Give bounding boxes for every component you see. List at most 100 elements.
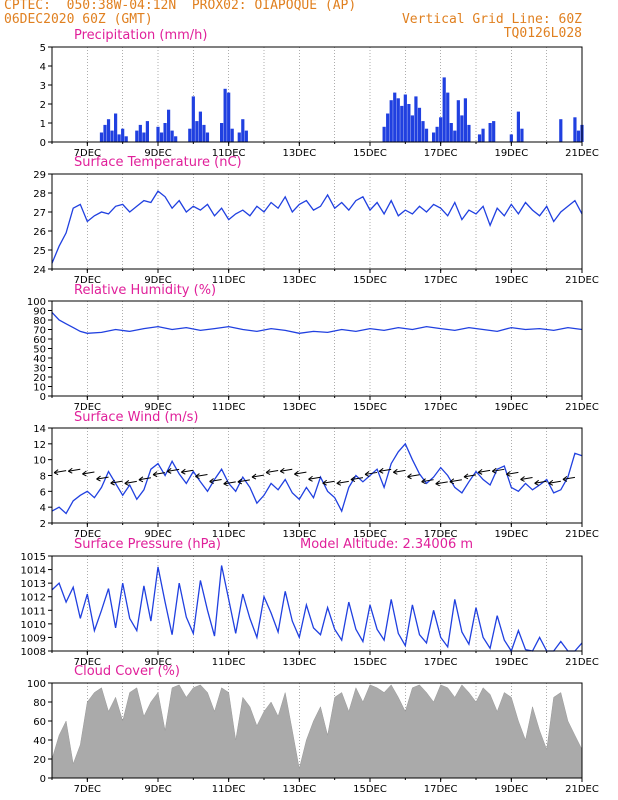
wind-arrow xyxy=(308,476,321,480)
wind-arrow xyxy=(223,481,236,485)
precip-bar xyxy=(520,128,524,142)
pres-xtick-label: 9DEC xyxy=(144,657,171,668)
precip-bar xyxy=(400,105,404,142)
rh-ytick-label: 70 xyxy=(33,326,46,337)
wind-arrow-head xyxy=(463,473,469,480)
wind-arrow xyxy=(350,477,364,481)
wind-arrow xyxy=(280,468,293,472)
header-date: 06DEC2020 60Z (GMT) xyxy=(4,12,153,27)
precip-bar xyxy=(449,123,453,142)
wind-arrow xyxy=(548,480,561,484)
wind-xtick-label: 13DEC xyxy=(282,529,316,540)
wind-arrow-head xyxy=(322,479,327,486)
temp-ytick-label: 28 xyxy=(33,189,46,200)
pres-altitude-note: Model Altitude: 2.34006 m xyxy=(300,537,474,552)
temp-panel: 24 25 26 27 28 29 7DEC 9DEC 11DEC 13DEC 15DEC 17DEC… xyxy=(33,170,599,286)
rh-ytick-label: 0 xyxy=(40,392,46,403)
precip-bar xyxy=(421,121,425,142)
wind-arrow xyxy=(195,474,208,478)
precip-xtick-label: 7DEC xyxy=(74,148,101,159)
wind-arrow-head xyxy=(350,476,356,483)
wind-arrow xyxy=(138,477,152,481)
rh-xtick-label: 15DEC xyxy=(353,402,387,413)
temp-xtick-label: 17DEC xyxy=(424,275,458,286)
wind-arrow xyxy=(54,470,67,474)
precip-bar xyxy=(492,121,496,142)
precip-bar xyxy=(460,115,464,142)
precip-bar xyxy=(432,132,436,142)
wind-arrow xyxy=(237,479,250,483)
precip-ytick-label: 4 xyxy=(40,62,46,73)
wind-frame xyxy=(51,427,583,524)
precip-bar xyxy=(142,132,146,142)
precip-xtick-label: 11DEC xyxy=(212,148,246,159)
wind-ytick-label: 2 xyxy=(40,519,46,530)
wind-arrow-head xyxy=(378,467,384,474)
wind-arrow xyxy=(463,474,477,478)
wind-arrow xyxy=(110,480,123,484)
cloud-ytick-label: 40 xyxy=(33,736,46,747)
rh-frame xyxy=(51,300,583,397)
precip-bar xyxy=(223,88,227,142)
wind-arrow-head xyxy=(53,469,59,476)
wind-ytick-label: 4 xyxy=(40,503,46,514)
pres-frame xyxy=(51,555,583,652)
wind-arrow xyxy=(167,468,180,472)
wind-arrow xyxy=(82,471,95,475)
precip-bar xyxy=(386,113,390,142)
wind-ytick-label: 14 xyxy=(33,424,46,435)
precip-bar xyxy=(106,119,111,142)
precip-bar xyxy=(424,128,429,142)
wind-arrow-head xyxy=(181,468,186,475)
cloud-xtick-label: 9DEC xyxy=(144,784,171,795)
wind-arrow-head xyxy=(294,470,299,477)
precip-bar xyxy=(481,128,485,142)
rh-xtick-label: 9DEC xyxy=(144,402,171,413)
rh-xtick-label: 11DEC xyxy=(212,402,246,413)
precip-bar xyxy=(439,117,443,142)
wind-arrow-head xyxy=(110,479,115,486)
rh-xtick-label: 21DEC xyxy=(565,402,599,413)
rh-xtick-label: 7DEC xyxy=(74,402,101,413)
cloud-xtick-label: 19DEC xyxy=(494,784,528,795)
precip-bar xyxy=(453,130,457,142)
precip-bar xyxy=(191,96,195,142)
precip-bar xyxy=(230,128,234,142)
precip-bar xyxy=(202,124,206,142)
cloud-ytick-label: 20 xyxy=(33,755,46,766)
wind-arrow-head xyxy=(124,480,130,486)
wind-xtick-label: 21DEC xyxy=(565,529,599,540)
wind-arrow-head xyxy=(548,479,554,486)
precip-bar xyxy=(114,113,118,142)
wind-arrow-head xyxy=(477,468,483,475)
pres-xtick-label: 11DEC xyxy=(212,657,246,668)
header-station: CPTEC: 050:38W-04:12N PROX02: OIAPOQUE (… xyxy=(4,0,357,13)
precip-xtick-label: 21DEC xyxy=(565,148,599,159)
precip-bar xyxy=(417,107,422,142)
precip-bar xyxy=(135,130,139,142)
precip-bar xyxy=(403,94,407,142)
precip-ytick-label: 3 xyxy=(40,81,46,92)
precip-bar xyxy=(110,130,114,142)
pres-xtick-label: 15DEC xyxy=(353,657,387,668)
precip-bar xyxy=(241,119,245,142)
cloud-frame xyxy=(51,682,583,779)
rh-xtick-label: 19DEC xyxy=(494,402,528,413)
wind-ytick-label: 10 xyxy=(33,456,46,467)
wind-arrow-head xyxy=(491,467,497,474)
pres-ytick-label: 1011 xyxy=(21,606,46,617)
wind-arrow xyxy=(181,469,194,473)
cloud-xtick-label: 7DEC xyxy=(74,784,101,795)
precip-bar xyxy=(407,104,411,142)
temp-xtick-label: 21DEC xyxy=(565,275,599,286)
wind-arrow xyxy=(393,469,406,473)
precip-bar xyxy=(516,111,520,142)
precip-ytick-label: 2 xyxy=(40,100,46,111)
wind-ytick-label: 12 xyxy=(33,440,46,451)
precip-bar xyxy=(138,124,142,142)
precip-bar xyxy=(188,128,192,142)
pres-xtick-label: 21DEC xyxy=(565,657,599,668)
wind-arrow xyxy=(435,481,448,485)
